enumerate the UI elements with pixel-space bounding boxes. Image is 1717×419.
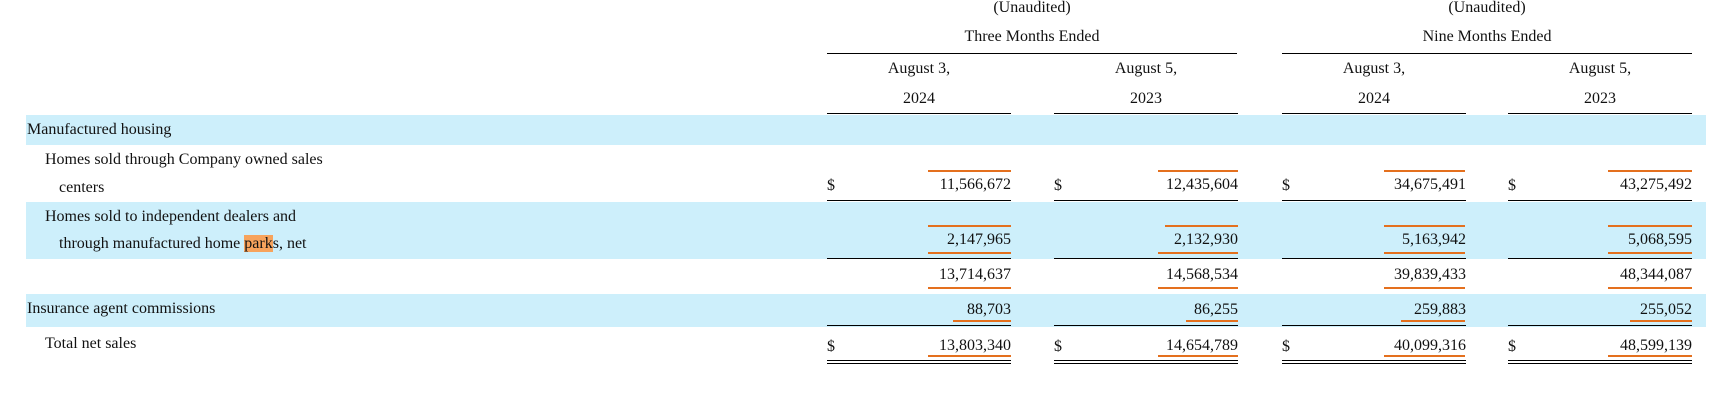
value-company-owned-col4: 43,275,492 — [1620, 176, 1692, 193]
currency-symbol: $ — [1054, 177, 1062, 194]
row-rule — [1508, 200, 1692, 201]
highlight-underline — [928, 287, 1011, 289]
highlight-underline — [1384, 287, 1465, 289]
period-rule-three-months — [827, 53, 1237, 54]
value-total-col2: 14,654,789 — [1166, 337, 1238, 354]
highlight-underline — [1608, 252, 1692, 254]
highlight-underline — [1608, 355, 1692, 357]
value-subtotal-col1: 13,714,637 — [939, 266, 1011, 283]
row-band-independent-dealers — [26, 202, 1706, 259]
value-independent-dealers-col2: 2,132,930 — [1174, 231, 1238, 248]
highlight-underline — [1384, 225, 1465, 227]
search-highlight: park — [244, 235, 273, 252]
value-company-owned-col3: 34,675,491 — [1394, 176, 1466, 193]
year-rule-col3 — [1282, 113, 1466, 114]
unaudited-label-nine-months: (Unaudited) — [1448, 0, 1526, 16]
row-rule — [827, 200, 1011, 201]
row-rule — [1054, 200, 1238, 201]
currency-symbol: $ — [827, 177, 835, 194]
value-independent-dealers-col1: 2,147,965 — [947, 231, 1011, 248]
currency-symbol: $ — [1508, 177, 1516, 194]
highlight-underline — [1401, 320, 1465, 322]
row-label-company-owned-line1: Homes sold through Company owned sales — [45, 151, 323, 168]
highlight-underline — [928, 252, 1011, 254]
period-nine-months-ended: Nine Months Ended — [1422, 28, 1552, 45]
highlight-underline — [1186, 320, 1238, 322]
value-company-owned-col1: 11,566,672 — [939, 176, 1011, 193]
highlight-underline — [1384, 170, 1465, 172]
row-label-insurance: Insurance agent commissions — [27, 300, 216, 317]
col2-month: August 5, — [1114, 60, 1178, 77]
row-band-manufactured-housing — [26, 115, 1706, 145]
highlight-underline — [1158, 355, 1238, 357]
value-insurance-col3: 259,883 — [1414, 301, 1466, 318]
highlight-underline — [928, 225, 1011, 227]
value-insurance-col4: 255,052 — [1640, 301, 1692, 318]
value-company-owned-col2: 12,435,604 — [1166, 176, 1238, 193]
row-rule — [1282, 200, 1466, 201]
total-rule — [827, 325, 1011, 326]
highlight-underline — [1165, 225, 1238, 227]
highlight-underline — [1608, 225, 1692, 227]
highlight-underline — [928, 170, 1011, 172]
year-rule-col1 — [827, 113, 1011, 114]
year-rule-col4 — [1508, 113, 1692, 114]
highlight-underline — [1158, 252, 1238, 254]
subtotal-rule — [1508, 258, 1692, 259]
currency-symbol: $ — [1282, 338, 1290, 355]
highlight-underline — [1608, 170, 1692, 172]
currency-symbol: $ — [1508, 338, 1516, 355]
highlight-underline — [1384, 355, 1465, 357]
col3-month: August 3, — [1342, 60, 1406, 77]
grand-total-double-rule — [1054, 360, 1238, 364]
col1-month: August 3, — [887, 60, 951, 77]
total-rule — [1054, 325, 1238, 326]
grand-total-double-rule — [1508, 360, 1692, 364]
row-label-total-net-sales: Total net sales — [45, 335, 137, 352]
highlight-underline — [1384, 252, 1465, 254]
row-label-company-owned-line2: centers — [59, 179, 105, 196]
col1-year: 2024 — [903, 90, 935, 107]
row-label-independent-dealers-line1: Homes sold to independent dealers and — [45, 208, 297, 225]
value-subtotal-col4: 48,344,087 — [1620, 266, 1692, 283]
value-insurance-col2: 86,255 — [1194, 301, 1238, 318]
currency-symbol: $ — [1282, 177, 1290, 194]
value-subtotal-col2: 14,568,534 — [1166, 266, 1238, 283]
year-rule-col2 — [1054, 113, 1238, 114]
subtotal-rule — [827, 258, 1011, 259]
currency-symbol: $ — [827, 338, 835, 355]
value-insurance-col1: 88,703 — [967, 301, 1011, 318]
grand-total-double-rule — [1282, 360, 1466, 364]
col2-year: 2023 — [1130, 90, 1162, 107]
highlight-underline — [1158, 287, 1238, 289]
label-text: through manufactured home — [59, 235, 245, 252]
subtotal-rule — [1054, 258, 1238, 259]
value-total-col1: 13,803,340 — [939, 337, 1011, 354]
highlight-underline — [928, 355, 1011, 357]
col3-year: 2024 — [1358, 90, 1390, 107]
highlight-underline — [1630, 320, 1692, 322]
value-independent-dealers-col4: 5,068,595 — [1628, 231, 1692, 248]
value-independent-dealers-col3: 5,163,942 — [1402, 231, 1466, 248]
period-three-months-ended: Three Months Ended — [964, 28, 1100, 45]
value-subtotal-col3: 39,839,433 — [1394, 266, 1466, 283]
row-label-manufactured-housing: Manufactured housing — [27, 121, 172, 138]
col4-month: August 5, — [1568, 60, 1632, 77]
total-rule — [1282, 325, 1466, 326]
value-total-col4: 48,599,139 — [1620, 337, 1692, 354]
subtotal-rule — [1282, 258, 1466, 259]
currency-symbol: $ — [1054, 338, 1062, 355]
value-total-col3: 40,099,316 — [1394, 337, 1466, 354]
total-rule — [1508, 325, 1692, 326]
grand-total-double-rule — [827, 360, 1011, 364]
col4-year: 2023 — [1584, 90, 1616, 107]
label-text: s, net — [272, 235, 307, 252]
period-rule-nine-months — [1282, 53, 1692, 54]
unaudited-label-three-months: (Unaudited) — [993, 0, 1071, 16]
row-label-independent-dealers-line2: through manufactured home parks, net — [59, 235, 307, 252]
highlight-underline — [1608, 287, 1692, 289]
highlight-underline — [1158, 170, 1238, 172]
highlight-underline — [953, 320, 1011, 322]
